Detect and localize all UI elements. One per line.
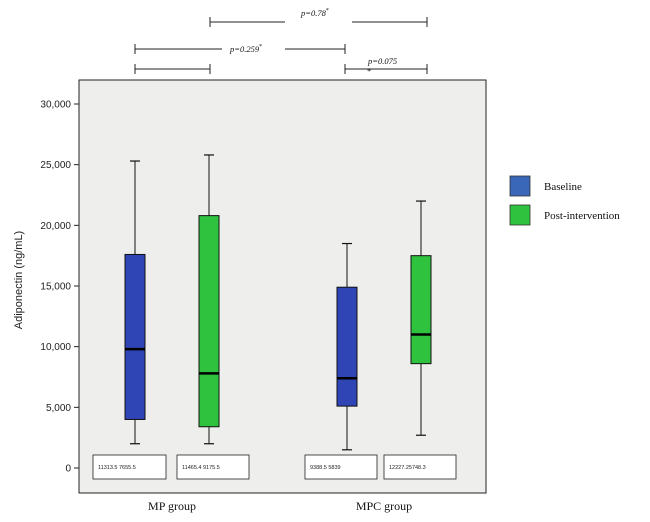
category-label-mpc: MPC group <box>356 499 412 513</box>
iqr-box <box>124 253 146 420</box>
pvalue-0075: p=0.075 <box>367 56 397 66</box>
iqr-box <box>410 255 432 365</box>
comparison-brackets <box>134 17 428 74</box>
iqr-box <box>336 286 358 407</box>
y-tick-label: 30,000 <box>40 100 71 111</box>
y-tick-label: 5,000 <box>46 403 71 414</box>
box-post-intervention-1 <box>410 200 432 436</box>
stat-box: 11313.5 7655.5 <box>92 454 167 480</box>
legend-label-baseline: Baseline <box>544 181 582 193</box>
iqr-box <box>198 215 220 428</box>
pvalue-078: p=0.78* <box>300 8 329 18</box>
stat-box-text: 12227.25748.3 <box>389 465 426 471</box>
stat-box: 11465.4 9175.5 <box>176 454 250 480</box>
stat-box-text: 11465.4 9175.5 <box>182 465 220 471</box>
stat-box-frame <box>304 454 378 480</box>
stat-boxes: 11313.5 7655.5 11465.4 9175.5 9388.5 5839 1… <box>92 454 457 480</box>
pvalue-0259: p=0.259* <box>229 44 262 54</box>
boxes <box>124 154 432 451</box>
stat-box: 9388.5 5839 <box>304 454 378 480</box>
legend-swatch-post <box>509 204 531 226</box>
pvalue-0075-mark: * <box>367 66 371 76</box>
stat-box-frame <box>383 454 457 480</box>
stat-box: 12227.25748.3 <box>383 454 457 480</box>
legend-label-post: Post-intervention <box>544 210 620 222</box>
y-axis: 0 5,000 10,000 15,000 20,000 25,000 30,000 <box>40 100 79 475</box>
y-tick-label: 0 <box>65 464 71 475</box>
stat-box-text: 11313.5 7655.5 <box>98 465 136 471</box>
stat-box-frame <box>92 454 167 480</box>
y-tick-label: 10,000 <box>40 342 71 353</box>
stat-box-text: 9388.5 5839 <box>310 465 341 471</box>
legend-swatch-baseline <box>509 175 531 197</box>
category-label-mp: MP group <box>148 499 196 513</box>
y-tick-label: 20,000 <box>40 221 71 232</box>
box-baseline-0 <box>124 160 146 445</box>
legend: Baseline Post-intervention <box>509 175 620 226</box>
y-tick-label: 15,000 <box>40 282 71 293</box>
box-baseline-1 <box>336 242 358 451</box>
stat-box-frame <box>176 454 250 480</box>
y-axis-label: Adiponectin (ng/mL) <box>13 231 25 329</box>
box-post-intervention-0 <box>198 154 220 445</box>
y-tick-label: 25,000 <box>40 160 71 171</box>
